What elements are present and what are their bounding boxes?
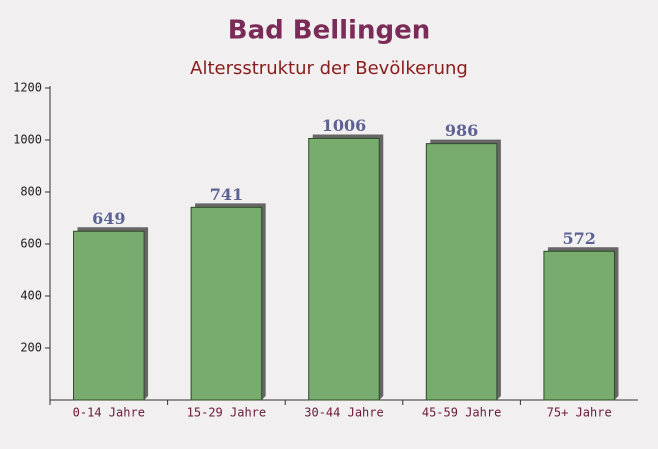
y-tick-label: 1200 [13, 81, 42, 95]
bar [543, 250, 615, 401]
bar [73, 230, 145, 401]
y-tick-label: 400 [20, 289, 42, 303]
value-label: 572 [562, 229, 595, 248]
bar [308, 137, 380, 401]
chart-title: Bad Bellingen [228, 16, 430, 46]
bar [425, 143, 498, 401]
x-tick-label: 0-14 Jahre [73, 406, 145, 420]
y-tick-label: 1000 [13, 133, 42, 147]
bar [190, 206, 263, 401]
x-tick-label: 15-29 Jahre [187, 406, 266, 420]
x-tick-label: 75+ Jahre [547, 406, 612, 420]
value-label: 649 [92, 209, 125, 228]
y-tick-label: 600 [20, 237, 42, 251]
y-tick-label: 200 [20, 341, 42, 355]
value-label: 986 [445, 121, 478, 140]
x-tick-label: 30-44 Jahre [304, 406, 383, 420]
y-tick-label: 800 [20, 185, 42, 199]
value-label: 741 [210, 185, 243, 204]
chart-subtitle: Altersstruktur der Bevölkerung [190, 58, 468, 79]
x-tick-label: 45-59 Jahre [422, 406, 501, 420]
value-label: 1006 [322, 116, 367, 135]
